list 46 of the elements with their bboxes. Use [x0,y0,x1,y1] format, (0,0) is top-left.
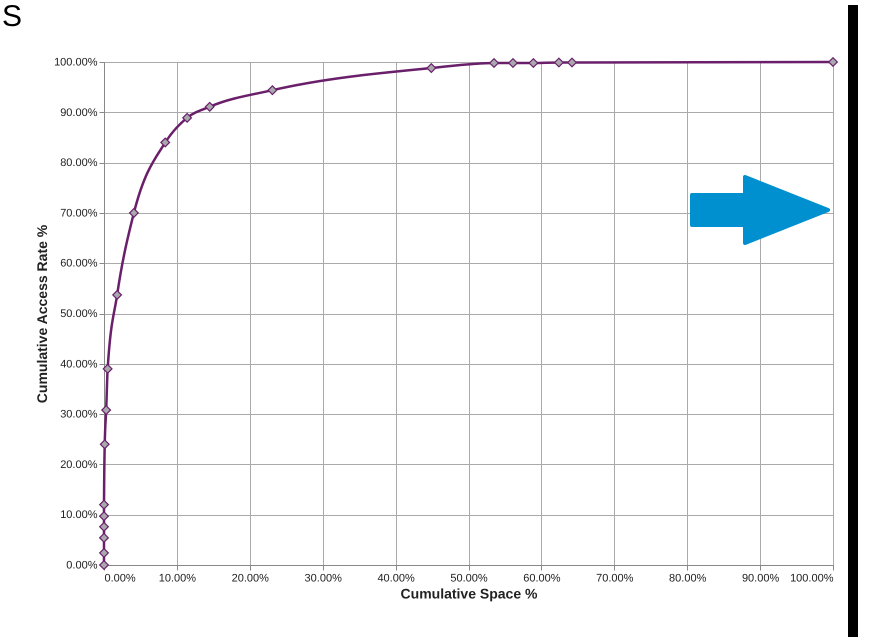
point [567,58,577,68]
y-tick-label: 70.00% [60,207,98,220]
point [160,138,170,148]
x-tick-label: 50.00% [450,572,488,584]
y-tick-label: 20.00% [60,458,98,471]
point [101,405,112,416]
point [99,511,109,522]
point [102,364,113,374]
y-tick-label: 50.00% [60,308,98,320]
point [99,532,109,543]
point [528,58,538,68]
y-tick-label: 40.00% [60,358,98,370]
point [99,522,109,532]
y-tick-label: 0.00% [66,560,98,572]
point [554,58,564,68]
x-tick-label: 70.00% [596,572,634,584]
x-tick-label: 10.00% [158,572,196,584]
point [828,57,838,67]
x-tick-label: 20.00% [232,572,270,584]
point [100,439,110,450]
y-tick-label: 60.00% [60,258,98,270]
point [489,58,499,68]
chart-title: S [2,0,22,34]
point [426,63,436,73]
x-tick-label: 40.00% [377,572,415,584]
x-tick-label: 80.00% [669,572,707,584]
y-tick-label: 10.00% [60,509,98,522]
y-tick-label: 80.00% [60,157,98,170]
x-axis-title: Cumulative Space % [400,586,538,602]
x-tick-label: 30.00% [304,572,342,584]
y-tick-label: 30.00% [60,408,98,421]
y-tick-label: 100.00% [54,56,98,68]
point [267,85,278,96]
y-tick-label: 90.00% [60,106,98,119]
point [204,102,215,112]
point [182,112,192,123]
point [99,500,109,510]
point [99,548,109,558]
point [128,208,139,218]
point [508,58,518,68]
y-axis-title: Cumulative Access Rate % [34,224,50,404]
x-tick-label: 0.00% [104,572,136,584]
point [112,290,122,300]
x-tick-label: 90.00% [742,572,780,584]
x-tick-label: 60.00% [523,572,561,584]
x-tick-label: 100.00% [790,572,834,584]
